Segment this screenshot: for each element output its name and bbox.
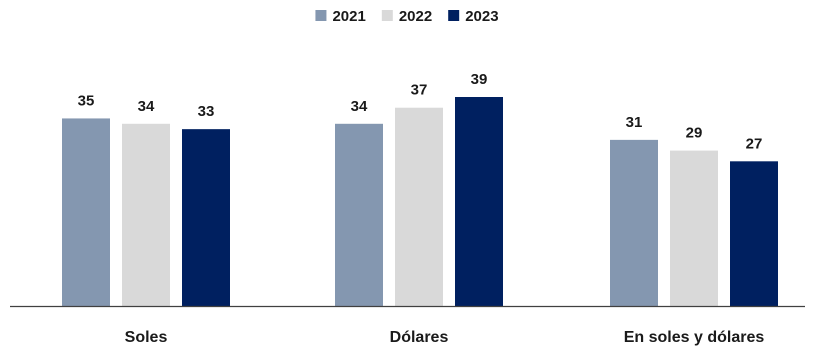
value-label-2021-0: 35 bbox=[78, 92, 95, 109]
legend-swatch-2021 bbox=[315, 10, 327, 21]
value-label-2023-0: 33 bbox=[198, 103, 215, 120]
bar-2022-0 bbox=[122, 123, 170, 307]
legend-label-2022: 2022 bbox=[399, 8, 432, 25]
category-label-0: Soles bbox=[125, 329, 168, 346]
value-label-2022-1: 37 bbox=[411, 82, 428, 99]
legend-swatch-2022 bbox=[381, 10, 393, 21]
value-label-2022-2: 29 bbox=[686, 125, 703, 142]
value-label-2023-1: 39 bbox=[471, 71, 488, 88]
category-labels-layer: Soles Dólares En soles y dólares bbox=[125, 329, 765, 346]
bar-2023-0 bbox=[182, 129, 230, 306]
category-label-2: En soles y dólares bbox=[624, 329, 765, 346]
bar-2021-0 bbox=[62, 118, 110, 306]
legend-label-2021: 2021 bbox=[332, 8, 365, 25]
value-label-2021-2: 31 bbox=[626, 114, 643, 131]
bar-2021-2 bbox=[610, 139, 658, 306]
bar-2023-1 bbox=[455, 97, 503, 306]
value-label-2022-0: 34 bbox=[138, 98, 155, 115]
value-labels-layer: 35 34 33 34 37 39 31 29 27 bbox=[78, 71, 763, 152]
legend-swatch-2023 bbox=[448, 10, 460, 21]
legend-label-2023: 2023 bbox=[465, 8, 498, 25]
bar-2022-1 bbox=[395, 107, 443, 306]
bars-layer bbox=[62, 97, 778, 307]
bar-2023-2 bbox=[730, 161, 778, 306]
value-label-2021-1: 34 bbox=[351, 98, 368, 115]
category-label-1: Dólares bbox=[390, 329, 449, 346]
value-label-2023-2: 27 bbox=[746, 135, 763, 152]
legend: 2021 2022 2023 bbox=[315, 8, 499, 25]
bar-2022-2 bbox=[670, 150, 718, 306]
bar-2021-1 bbox=[335, 123, 383, 307]
